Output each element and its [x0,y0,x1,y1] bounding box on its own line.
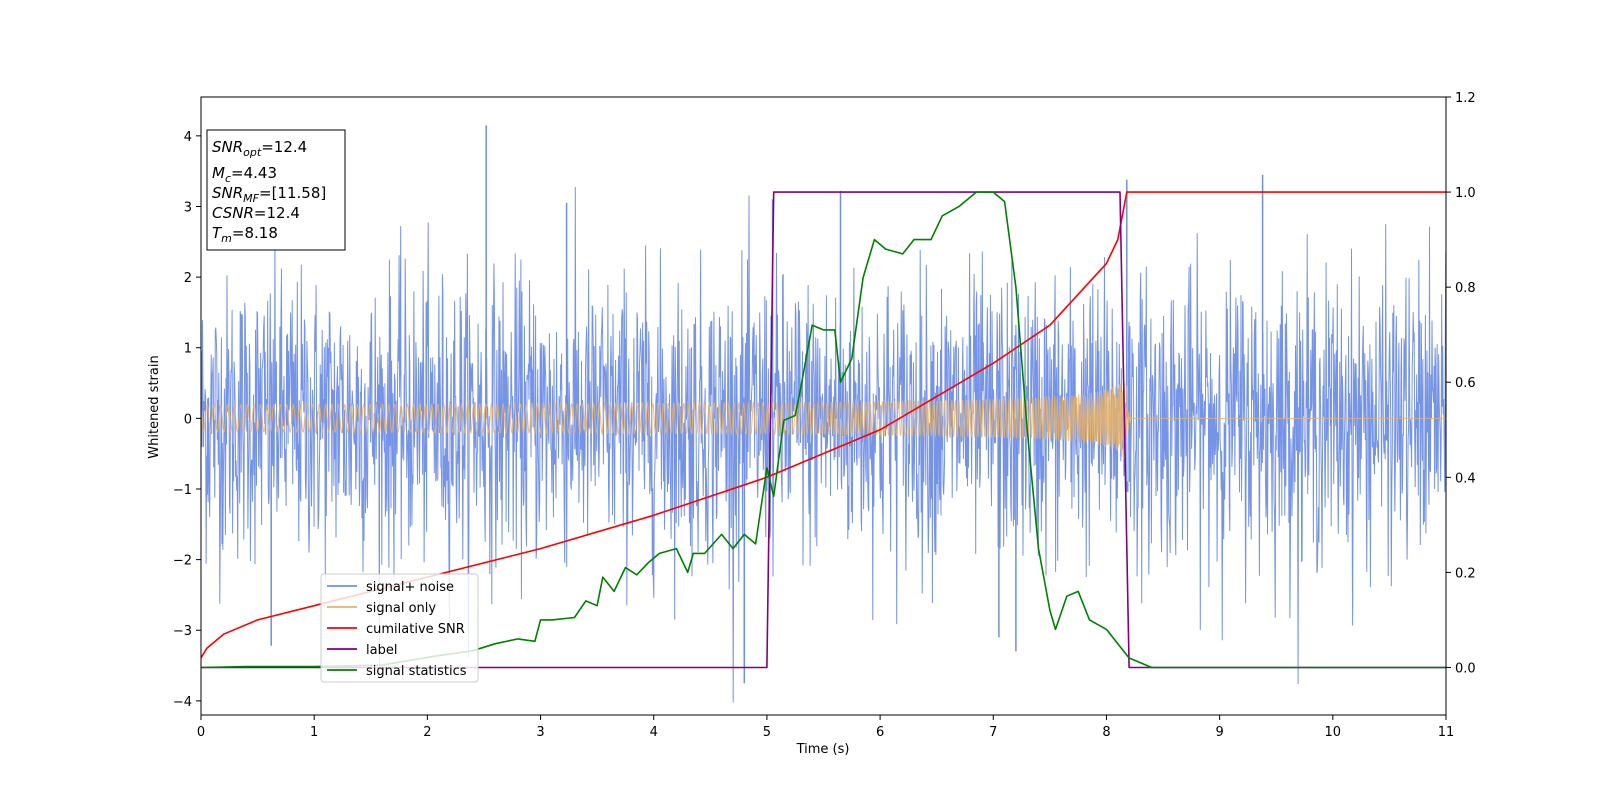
y-left-tick-label-5: 1 [184,342,192,357]
x-tick-label-10: 10 [1325,725,1342,740]
info-line-2: SNRMF=[11.58] [212,184,326,205]
x-tick-label-11: 11 [1438,725,1455,740]
axes-frame [200,96,1447,716]
series-signal-only-line [201,380,1446,460]
y-left-tick-label-4: 0 [184,412,192,427]
y-left-tick-label-3: −1 [173,483,192,498]
series-signal-noise-line [201,186,1446,703]
x-tick-label-6: 6 [876,725,884,740]
y-right-tick-label-1: 0.2 [1455,566,1476,581]
y-left-tick-label-0: −4 [173,695,192,710]
y-right-tick-label-6: 1.2 [1455,91,1476,106]
x-tick-label-7: 7 [989,725,997,740]
info-symbol-2: SNR [212,184,243,202]
y-axis-label: Whitened strain [147,355,162,458]
y-left-tick-label-2: −2 [173,554,192,569]
legend-label-3: label [366,643,397,658]
x-tick-label-8: 8 [1102,725,1110,740]
info-symbol-4: T [212,224,223,242]
legend-label-2: cumilative SNR [366,622,465,637]
legend: signal+ noise signal only cumilative SNR la… [320,573,479,683]
y-right-tick-label-0: 0.0 [1455,661,1476,676]
info-line-0: SNRopt=12.4 [212,138,307,159]
info-symbol-3: CSNR [212,204,254,222]
y-right-tick-label-3: 0.6 [1455,376,1476,391]
y-right-tick-label-4: 0.8 [1455,281,1476,296]
info-symbol-1: M [212,164,225,182]
info-line-1: Mc=4.43 [212,164,277,185]
info-subscript-2: MF [243,192,259,205]
info-value-3: =12.4 [254,204,300,222]
x-tick-label-1: 1 [310,725,318,740]
x-tick-label-0: 0 [197,725,205,740]
y-left-tick-label-6: 2 [184,271,192,286]
info-box-frame [206,129,346,251]
x-axis-label: Time (s) [796,742,850,757]
x-tick-label-4: 4 [650,725,658,740]
info-subscript-4: m [221,232,232,245]
info-line-4: Tm=8.18 [212,224,278,245]
legend-label-1: signal only [366,601,436,616]
y-right-tick-label-5: 1.0 [1455,186,1476,201]
info-symbol-0: SNR [212,138,243,156]
x-tick-label-2: 2 [423,725,431,740]
series-signal-statistics-line [201,191,1446,669]
info-subscript-0: opt [243,146,262,159]
info-value-0: =12.4 [261,138,307,156]
y-left-tick-label-7: 3 [184,200,192,215]
info-value-4: =8.18 [232,224,278,242]
y-left-tick-label-8: 4 [184,130,192,145]
x-tick-label-3: 3 [536,725,544,740]
legend-frame [320,573,479,683]
y-left-tick-label-1: −3 [173,624,192,639]
info-subscript-1: c [225,172,231,185]
y-right-tick-label-2: 0.4 [1455,471,1476,486]
x-tick-label-5: 5 [763,725,771,740]
legend-label-0: signal+ noise [366,580,454,595]
plot-area [201,125,1446,703]
info-value-2: =[11.58] [259,184,326,202]
legend-label-4: signal statistics [366,664,467,679]
info-line-3: CSNR=12.4 [212,204,300,222]
axes-layer: 0 1 2 3 4 5 6 7 8 9 10 11 −4 −3 −2 −1 0 1 2 3 4 0.0 0.2 0.4 0.6 0… [173,91,1476,740]
info-box: SNRopt=12.4Mc=4.43SNRMF=[11.58]CSNR=12.4… [206,129,346,251]
x-tick-label-9: 9 [1215,725,1223,740]
info-value-1: =4.43 [231,164,277,182]
